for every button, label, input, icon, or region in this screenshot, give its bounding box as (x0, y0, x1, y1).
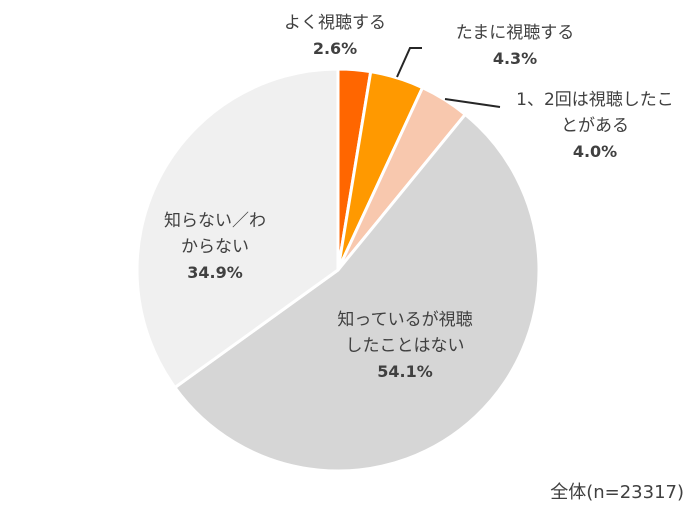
slice-label-shitteiru: 知っているが視聴 したことはない 54.1% (337, 310, 473, 381)
leader-line-tamani (396, 47, 422, 78)
leader-line-ichinikai (444, 98, 501, 108)
slice-label-ichinikai: 1、2回は視聴したこ とがある 4.0% (516, 90, 674, 161)
slice-label-shiranai: 知らない／わ からない 34.9% (164, 211, 266, 282)
slice-label-yoku: よく視聴する 2.6% (284, 13, 386, 58)
pie-slice-4 (135, 67, 340, 389)
slice-label-tamani: たまに視聴する 4.3% (455, 23, 575, 68)
pie-slice-3 (173, 112, 541, 473)
sample-size-note: 全体(n=23317) (550, 482, 684, 503)
